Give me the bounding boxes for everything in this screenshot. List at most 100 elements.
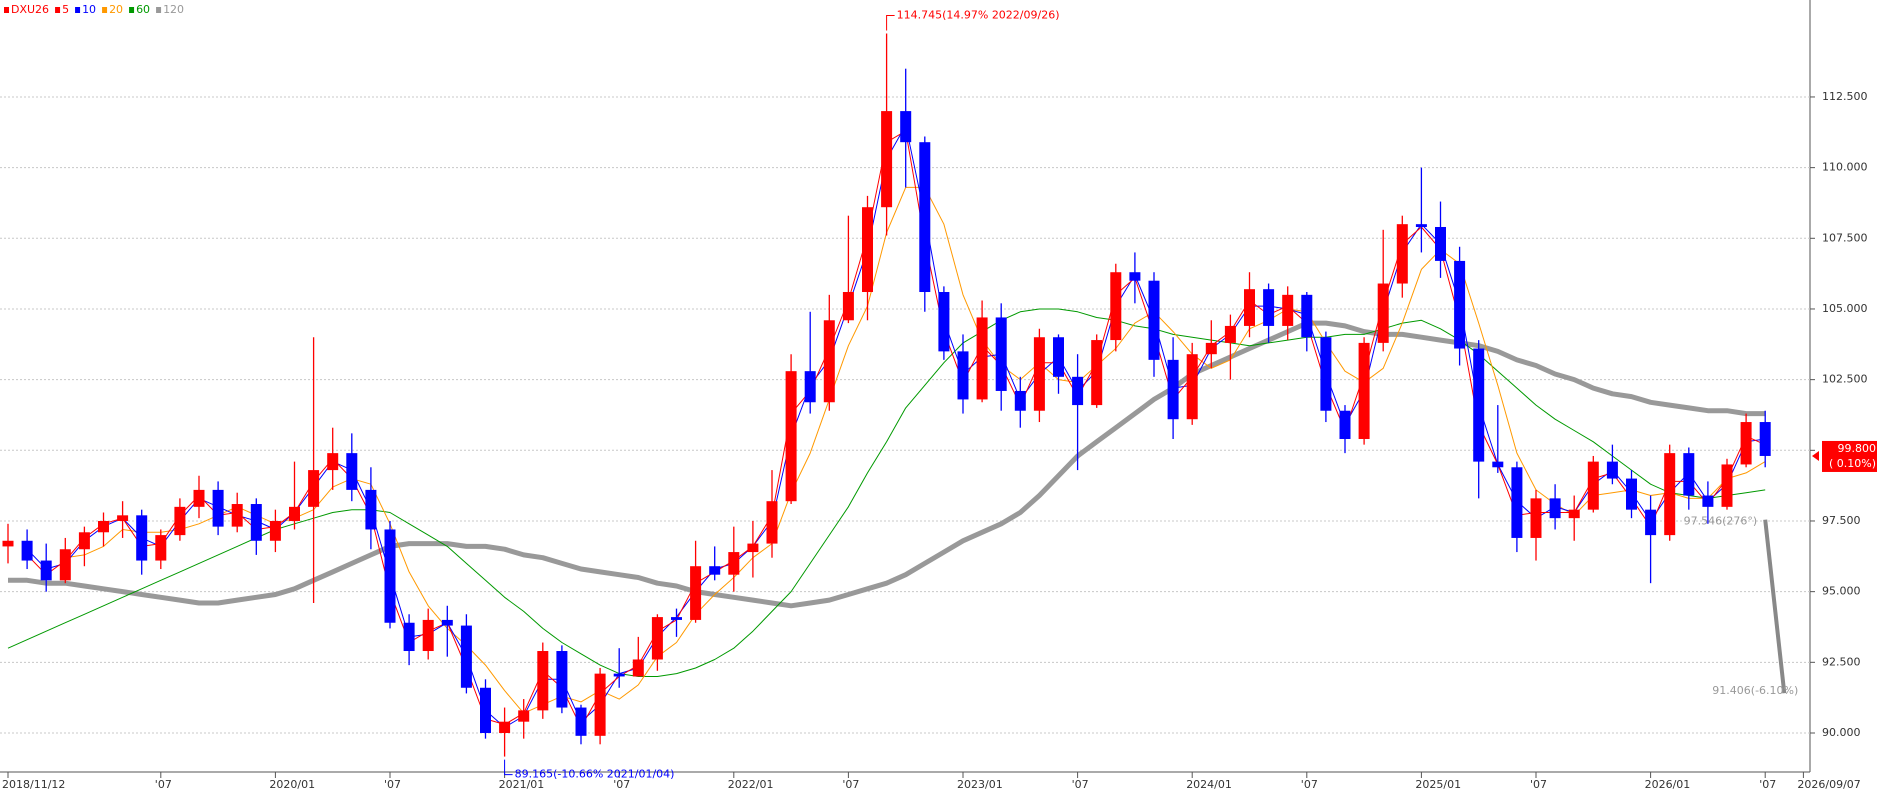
candle-body [1721, 464, 1733, 507]
legend-entry: 120 [163, 3, 184, 16]
candle-body [747, 543, 759, 553]
candle-body [881, 111, 893, 208]
candle-body [1033, 337, 1045, 411]
candle-body [1129, 272, 1141, 281]
candle-body [556, 651, 568, 708]
candle-body [78, 532, 90, 550]
legend-swatch [4, 7, 9, 13]
candle-body [1320, 337, 1332, 411]
x-tick-label: '07 [613, 778, 630, 791]
candle-body [1454, 260, 1466, 349]
candle-body [403, 622, 415, 652]
candle-body [1072, 376, 1084, 406]
candle-body [1492, 461, 1504, 468]
candle-body [384, 529, 396, 623]
candle-body [919, 142, 931, 293]
x-tick-label: 2024/01 [1186, 778, 1232, 791]
candle-body [480, 687, 491, 733]
candle-body [709, 566, 721, 575]
candle-body [40, 560, 52, 581]
candle-body [269, 520, 281, 541]
y-tick-label: 95.000 [1822, 585, 1861, 598]
candle-body [900, 111, 912, 143]
candle-body [1148, 280, 1160, 360]
legend-swatch [75, 7, 81, 13]
candle-body [499, 721, 511, 733]
candle-body [365, 489, 377, 530]
candle-body [1282, 294, 1294, 326]
candle-body [212, 489, 224, 527]
candle-body [728, 552, 740, 575]
candle-body [823, 320, 835, 403]
candle-body [1606, 461, 1618, 479]
candle-body [1587, 461, 1599, 510]
candle-body [1568, 509, 1580, 519]
x-tick-label: '07 [384, 778, 401, 791]
candle-body [785, 371, 797, 502]
y-tick-label: 107.500 [1822, 231, 1868, 244]
legend-title: DXU26 [11, 3, 49, 16]
candle-body [289, 506, 300, 521]
candle-body [1511, 467, 1523, 538]
projection-start-label: 97.546(276°) [1684, 515, 1758, 528]
legend-entry: 10 [82, 3, 96, 16]
candle-body [651, 617, 663, 660]
candle-body [1702, 495, 1714, 507]
x-tick-label: 2020/01 [269, 778, 315, 791]
candle-body [441, 619, 453, 626]
candle-body [632, 659, 644, 677]
last-price-change: ( 0.10%) [1829, 457, 1876, 470]
legend-entry: 60 [136, 3, 150, 16]
x-tick-label: '07 [842, 778, 859, 791]
candle-body [1396, 224, 1408, 284]
low-pointer [504, 759, 513, 776]
last-price-label: 99.800 [1838, 442, 1877, 455]
legend-swatch [129, 7, 135, 13]
y-tick-label: 92.500 [1822, 655, 1861, 668]
candle-body [1263, 289, 1275, 326]
y-tick-label: 97.500 [1822, 514, 1861, 527]
candle-body [690, 566, 702, 620]
candle-body [1224, 325, 1236, 343]
x-tick-label: 2018/11/12 [2, 778, 65, 791]
y-tick-label: 90.000 [1822, 726, 1861, 739]
candle-body [1167, 359, 1179, 420]
candle-body [1645, 509, 1657, 536]
x-tick-label: 2026/09/07 [1797, 778, 1860, 791]
last-price-marker [1812, 450, 1819, 461]
candle-body [174, 506, 186, 536]
projection-line [1763, 519, 1787, 694]
candle-body [193, 489, 205, 507]
candle-body [1339, 410, 1351, 440]
x-tick-label: '07 [1301, 778, 1318, 791]
candle-body [231, 504, 243, 527]
candle-body [976, 317, 988, 400]
legend-swatch [156, 7, 162, 13]
candle-body [594, 673, 606, 736]
x-tick-label: '07 [1530, 778, 1547, 791]
candles [2, 33, 1771, 757]
x-tick-label: 2023/01 [957, 778, 1003, 791]
candle-body [117, 515, 129, 521]
x-tick-label: 2026/01 [1645, 778, 1691, 791]
ma-line [7, 308, 1766, 677]
candle-body [250, 504, 262, 541]
candle-body [308, 470, 320, 507]
candle-body [671, 617, 682, 620]
candle-body [1186, 354, 1198, 420]
candle-body [422, 619, 434, 652]
candle-body [1014, 390, 1026, 411]
candle-body [1740, 422, 1752, 465]
candle-body [1301, 294, 1313, 338]
candle-body [460, 625, 472, 688]
legend-swatch [102, 7, 108, 13]
legend-swatch [55, 7, 61, 13]
candle-body [21, 540, 33, 561]
candle-body [1759, 422, 1771, 456]
legend-entry: 20 [109, 3, 123, 16]
candle-body [518, 710, 530, 722]
candle-body [842, 292, 854, 321]
